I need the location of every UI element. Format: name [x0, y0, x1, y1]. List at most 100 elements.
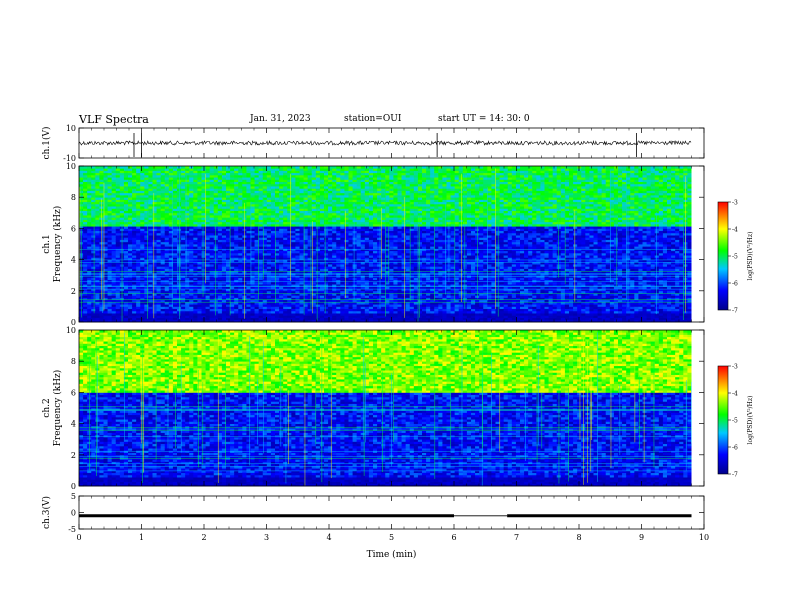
heatmap-cell	[156, 235, 162, 238]
heatmap-cell	[79, 235, 84, 238]
heatmap-cell	[140, 186, 145, 189]
heatmap-cell	[156, 266, 162, 269]
heatmap-cell	[128, 181, 133, 185]
heatmap-cell	[107, 284, 113, 287]
heatmap-cell	[136, 277, 141, 281]
heatmap-cell	[148, 206, 153, 209]
heatmap-cell	[144, 226, 149, 229]
heatmap-cell	[160, 212, 166, 216]
heatmap-cell	[115, 208, 121, 211]
heatmap-cell	[91, 306, 96, 310]
heatmap-cell	[87, 197, 92, 200]
heatmap-cell	[95, 168, 100, 171]
heatmap-cell	[103, 210, 108, 214]
heatmap-cell	[79, 317, 84, 321]
heatmap-cell	[160, 192, 166, 196]
heatmap-cell	[111, 299, 117, 303]
heatmap-cell	[103, 194, 108, 198]
heatmap-cell	[79, 223, 84, 227]
heatmap-cell	[83, 257, 88, 260]
heatmap-cell	[152, 250, 157, 254]
heatmap-cell	[136, 212, 141, 216]
heatmap-cell	[148, 301, 153, 305]
heatmap-cell	[123, 306, 129, 310]
heatmap-cell	[103, 308, 108, 312]
heatmap-cell	[103, 199, 108, 203]
heatmap-cell	[164, 226, 170, 229]
heatmap-cell	[115, 268, 121, 272]
heatmap-cell	[164, 310, 170, 314]
heatmap-cell	[79, 255, 84, 258]
heatmap-cell	[91, 297, 96, 301]
ch1-spectrogram-heatmap	[79, 166, 704, 323]
heatmap-cell	[140, 170, 145, 174]
heatmap-cell	[111, 286, 117, 289]
heatmap-cell	[128, 310, 133, 314]
heatmap-cell	[91, 177, 96, 180]
heatmap-cell	[152, 268, 157, 272]
station-label: station=OUI	[344, 114, 401, 124]
heatmap-cell	[132, 199, 137, 203]
heatmap-cell	[79, 272, 84, 276]
heatmap-cell	[156, 315, 162, 318]
heatmap-cell	[144, 255, 149, 258]
heatmap-cell	[164, 230, 170, 234]
heatmap-cell	[123, 241, 129, 245]
heatmap-cell	[99, 186, 104, 189]
heatmap-cell	[111, 223, 117, 227]
heatmap-cell	[91, 246, 96, 249]
heatmap-cell	[111, 272, 117, 276]
heatmap-cell	[152, 252, 157, 256]
heatmap-cell	[87, 290, 92, 294]
heatmap-cell	[87, 210, 92, 214]
heatmap-cell	[128, 201, 133, 205]
heatmap-cell	[136, 179, 141, 182]
heatmap-cell	[152, 290, 157, 294]
heatmap-cell	[144, 201, 149, 205]
heatmap-cell	[123, 252, 129, 256]
heatmap-cell	[103, 268, 108, 272]
heatmap-cell	[103, 313, 108, 316]
heatmap-cell	[128, 286, 133, 289]
heatmap-cell	[123, 319, 129, 323]
heatmap-cell	[144, 215, 149, 218]
heatmap-cell	[156, 221, 162, 225]
heatmap-cell	[160, 201, 166, 205]
heatmap-cell	[91, 166, 96, 169]
heatmap-cell	[87, 288, 92, 292]
heatmap-cell	[164, 308, 170, 312]
heatmap-cell	[87, 194, 92, 198]
heatmap-cell	[83, 232, 88, 236]
heatmap-cell	[103, 177, 108, 180]
heatmap-cell	[119, 179, 125, 182]
heatmap-cell	[152, 223, 157, 227]
heatmap-cell	[132, 174, 137, 178]
heatmap-cell	[140, 250, 145, 254]
heatmap-cell	[144, 277, 149, 281]
heatmap-cell	[123, 166, 129, 169]
heatmap-cell	[144, 246, 149, 249]
heatmap-cell	[95, 272, 100, 276]
heatmap-cell	[132, 290, 137, 294]
heatmap-cell	[144, 250, 149, 254]
heatmap-cell	[160, 277, 166, 281]
heatmap-cell	[164, 201, 170, 205]
heatmap-cell	[132, 277, 137, 281]
heatmap-cell	[156, 246, 162, 249]
heatmap-cell	[91, 199, 96, 203]
heatmap-cell	[156, 259, 162, 263]
heatmap-cell	[123, 259, 129, 263]
heatmap-cell	[111, 212, 117, 216]
heatmap-cell	[99, 304, 104, 307]
heatmap-cell	[152, 286, 157, 289]
heatmap-cell	[115, 168, 121, 171]
heatmap-cell	[140, 255, 145, 258]
heatmap-cell	[83, 174, 88, 178]
heatmap-cell	[148, 244, 153, 247]
heatmap-cell	[132, 197, 137, 200]
heatmap-cell	[160, 250, 166, 254]
heatmap-cell	[156, 281, 162, 285]
heatmap-cell	[111, 268, 117, 272]
heatmap-cell	[91, 190, 96, 194]
heatmap-cell	[103, 201, 108, 205]
